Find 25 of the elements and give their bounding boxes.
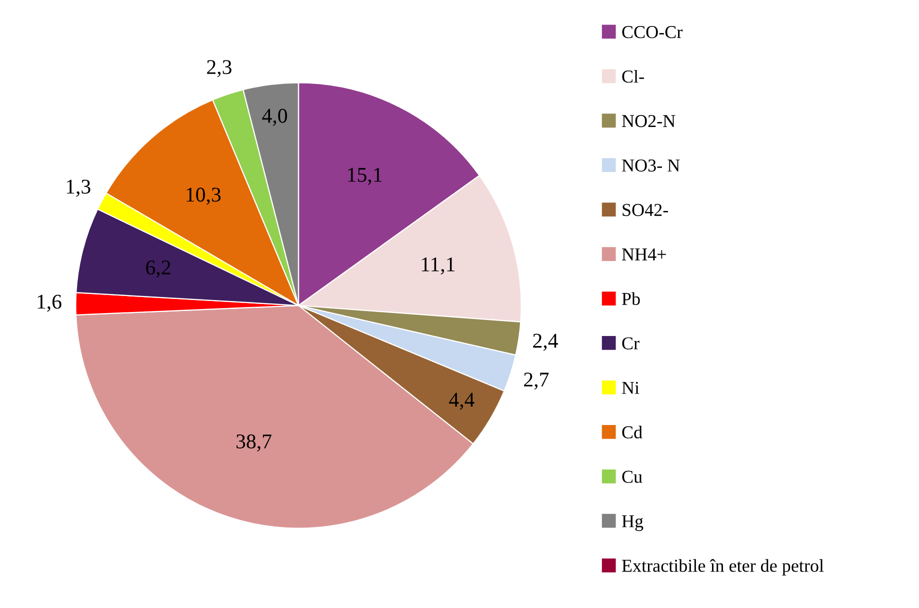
data-label: 4,4 bbox=[449, 392, 474, 410]
data-label: 15,1 bbox=[348, 168, 382, 185]
legend-label: Cd bbox=[622, 426, 642, 438]
legend-label: SO42- bbox=[622, 204, 668, 216]
data-label: 6,2 bbox=[146, 260, 170, 278]
data-label: 1,6 bbox=[38, 294, 62, 312]
legend-label: Extractibile în eter de petrol bbox=[622, 559, 824, 576]
data-label: 4,0 bbox=[262, 108, 288, 126]
data-label: 10,3 bbox=[186, 188, 221, 205]
data-label: 11,1 bbox=[422, 257, 454, 274]
legend-label: Cl- bbox=[622, 70, 644, 83]
data-label: 1,3 bbox=[66, 180, 90, 197]
data-label: 38,7 bbox=[236, 434, 272, 452]
legend-label: Cr bbox=[622, 337, 640, 350]
data-label: 2,3 bbox=[207, 60, 232, 78]
legend-label: Ni bbox=[622, 382, 640, 394]
data-label: 2,4 bbox=[533, 334, 558, 351]
legend-label: Pb bbox=[622, 292, 640, 306]
data-label: 2,7 bbox=[524, 372, 549, 390]
legend-label: CCO-Cr bbox=[622, 26, 683, 38]
legend-label: NO2-N bbox=[622, 114, 676, 128]
legend-label: NH4+ bbox=[622, 248, 666, 260]
legend-label: Hg bbox=[622, 515, 644, 532]
legend-label: NO3- N bbox=[622, 159, 680, 172]
legend-label: Cu bbox=[622, 470, 642, 483]
